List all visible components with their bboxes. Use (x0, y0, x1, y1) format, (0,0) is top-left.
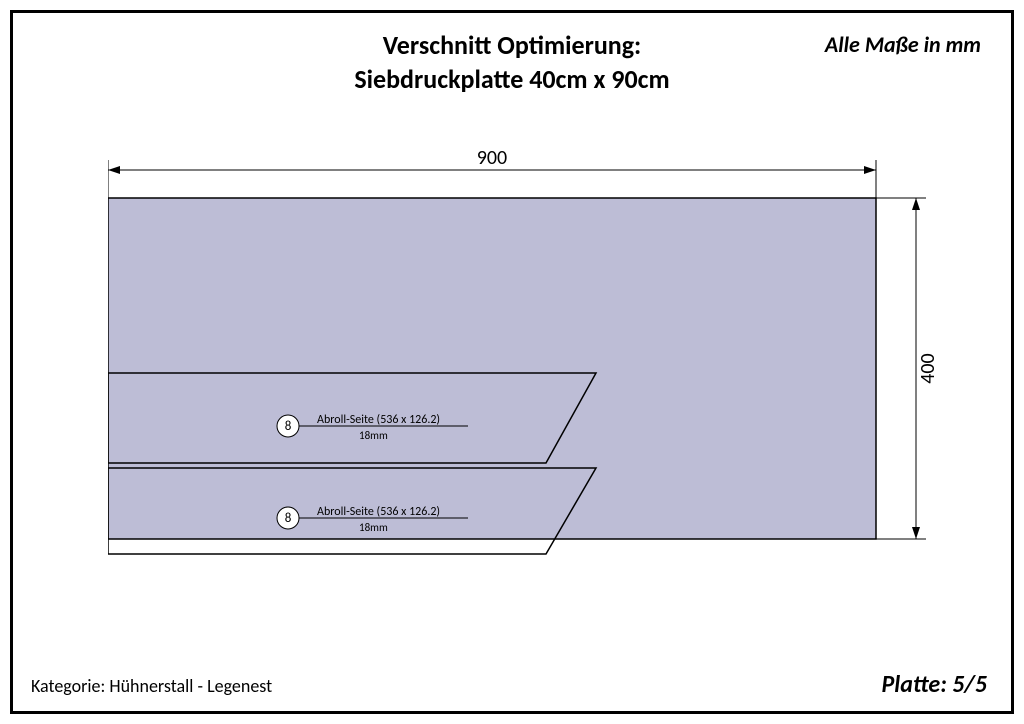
callout-part-name: Abroll-Seite (536 x 126.2) (317, 413, 440, 427)
callout-thickness: 18mm (359, 521, 388, 534)
dim-label-top: 900 (477, 148, 507, 170)
dim-arrow (108, 166, 120, 174)
footer-plate: Platte: 5/5 (882, 670, 987, 699)
units-note: Alle Maße in mm (825, 31, 981, 58)
dim-label-right: 400 (916, 353, 940, 383)
dim-arrow (912, 527, 920, 539)
callout-thickness: 18mm (359, 429, 388, 442)
title-line-2: Siebdruckplatte 40cm x 90cm (13, 63, 1011, 95)
drawing-area: 8 Abroll-Seite (536 x 126.2) 18mm 8 Abroll-S… (108, 148, 958, 608)
footer-category: Kategorie: Hühnerstall - Legenest (31, 675, 272, 697)
callout-id: 8 (285, 511, 292, 526)
dim-arrow (912, 198, 920, 210)
drawing-frame: Verschnitt Optimierung: Siebdruckplatte … (10, 10, 1014, 714)
callout-id: 8 (285, 419, 292, 434)
dim-arrow (864, 166, 876, 174)
cutting-diagram-svg: 8 Abroll-Seite (536 x 126.2) 18mm 8 Abroll-S… (108, 148, 958, 608)
board-rectangle (108, 198, 876, 539)
callout-part-name: Abroll-Seite (536 x 126.2) (317, 505, 440, 519)
